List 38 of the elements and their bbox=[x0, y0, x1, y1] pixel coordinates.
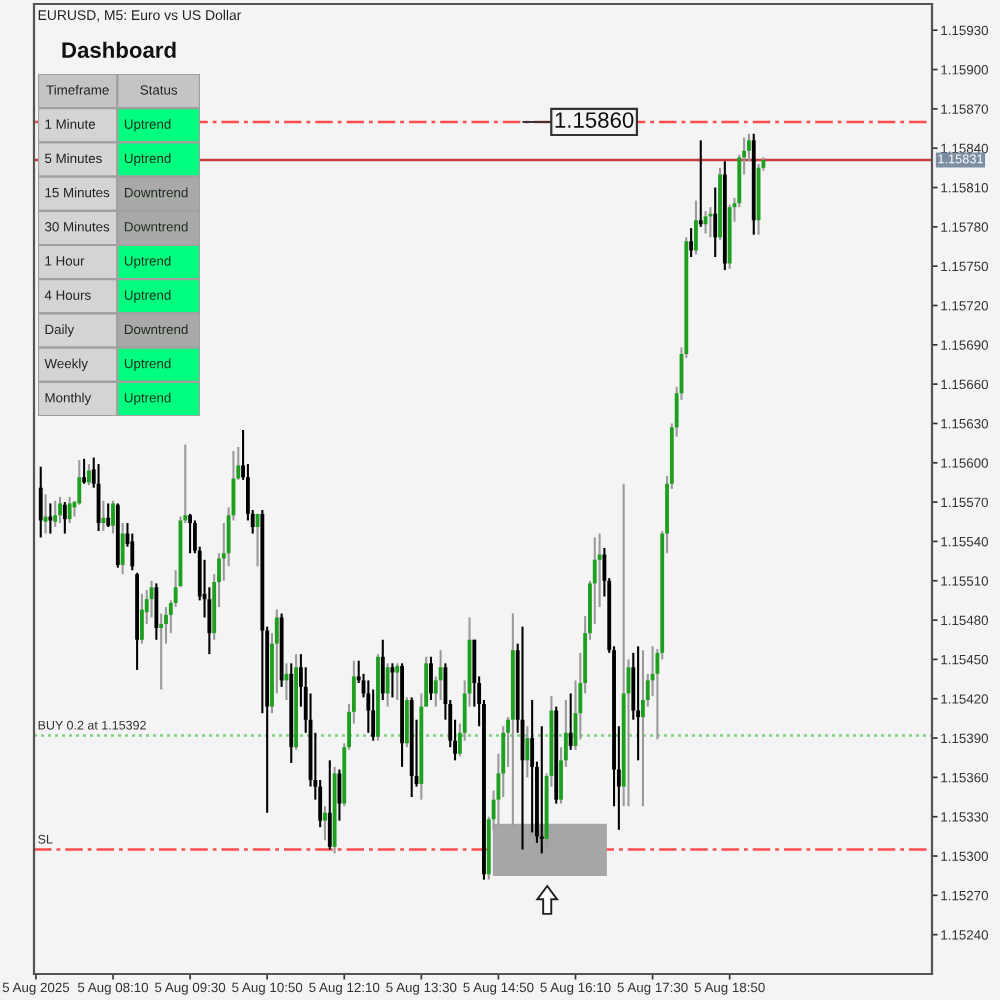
candlestick bbox=[371, 688, 376, 742]
candlestick bbox=[101, 499, 106, 532]
text: Dashboard bbox=[62, 41, 176, 58]
candlestick bbox=[539, 725, 544, 855]
candlestick bbox=[323, 805, 327, 842]
candlestick bbox=[438, 649, 443, 702]
candlestick bbox=[86, 463, 91, 487]
candlestick bbox=[53, 499, 58, 529]
candlestick bbox=[62, 501, 67, 535]
candlestick bbox=[395, 662, 400, 702]
candlestick bbox=[385, 662, 390, 708]
candlestick bbox=[429, 655, 433, 702]
candlestick bbox=[380, 638, 385, 702]
candlestick bbox=[111, 499, 115, 535]
candlestick bbox=[106, 502, 111, 529]
candlestick bbox=[390, 662, 395, 699]
candlestick bbox=[58, 495, 62, 525]
candlestick bbox=[568, 692, 573, 751]
candlestick bbox=[689, 227, 694, 259]
candlestick bbox=[120, 522, 125, 576]
candlestick bbox=[82, 457, 87, 485]
candlestick bbox=[188, 512, 193, 555]
candlestick bbox=[376, 653, 380, 742]
ref-line-label: 1.15860 bbox=[555, 112, 634, 128]
candlestick bbox=[154, 582, 159, 641]
candlestick bbox=[641, 649, 645, 808]
candlestick bbox=[694, 199, 698, 256]
candlestick bbox=[366, 679, 371, 734]
candlestick bbox=[404, 696, 409, 749]
candlestick bbox=[38, 465, 43, 539]
candlestick bbox=[698, 139, 703, 228]
candlestick bbox=[636, 645, 641, 762]
candlestick bbox=[713, 186, 718, 259]
candlestick bbox=[139, 592, 144, 645]
candlestick bbox=[159, 612, 164, 691]
candlestick bbox=[327, 759, 332, 851]
candlestick bbox=[525, 725, 530, 779]
candlestick bbox=[67, 495, 72, 525]
